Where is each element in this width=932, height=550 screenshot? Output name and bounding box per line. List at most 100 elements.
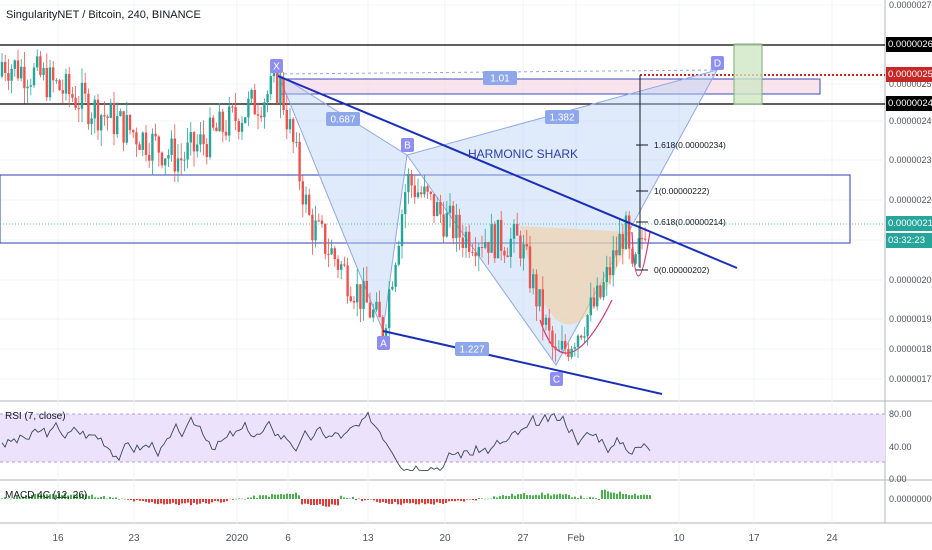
macd-bar [415, 499, 417, 505]
macd-bar [97, 497, 99, 499]
macd-bar [496, 497, 498, 499]
macd-bar [502, 495, 504, 499]
candle-body [292, 119, 295, 142]
y-tick-label: 0.00000250 [889, 79, 932, 89]
macd-bar [397, 499, 399, 505]
candle-body [288, 119, 292, 130]
macd-bar [304, 499, 306, 504]
macd-bar [157, 499, 159, 505]
macd-bar [565, 493, 567, 499]
candle-body [458, 214, 461, 238]
candle-body [260, 115, 263, 118]
price-tag: 03:32:23 [886, 233, 932, 248]
candle-body [224, 131, 228, 136]
macd-bar [625, 494, 627, 499]
candle-body [141, 132, 144, 150]
candle-body [301, 181, 304, 205]
macd-bar [418, 499, 420, 505]
candle-body [263, 102, 266, 118]
candle-body [336, 259, 340, 270]
macd-bar [241, 498, 243, 500]
macd-bar [265, 495, 267, 499]
candle-body [445, 212, 448, 237]
candle-body [234, 107, 237, 122]
macd-bar [37, 493, 39, 499]
y-tick-label: 0.00000240 [889, 116, 932, 126]
macd-bar [19, 497, 21, 499]
lower-trendline [382, 330, 663, 395]
candle-body [340, 264, 343, 270]
candle-body [87, 93, 90, 125]
candle-body [180, 158, 183, 161]
candle-body [138, 144, 141, 150]
macd-bar [70, 494, 72, 499]
candle-body [605, 267, 608, 283]
candle-body [320, 220, 324, 225]
macd-bar [520, 494, 522, 499]
macd-bar [4, 497, 6, 499]
candle-body [407, 173, 410, 193]
candle-body [282, 77, 285, 110]
macd-bar [55, 494, 57, 499]
candle-body [154, 133, 157, 137]
candle-body [100, 115, 103, 131]
macd-bar [40, 494, 42, 499]
candle-body [394, 264, 397, 287]
ratio-bg [483, 71, 517, 85]
macd-bar [421, 499, 423, 503]
macd-bar [226, 499, 228, 502]
macd-bar [145, 499, 147, 502]
candle-body [573, 347, 576, 349]
candle-body [10, 68, 13, 81]
candle-body [164, 158, 167, 166]
macd-bar [130, 499, 132, 500]
macd-bar [547, 493, 549, 499]
ratio-bg [455, 342, 489, 356]
x-tick-label: 17 [748, 533, 760, 544]
candle-body [432, 193, 436, 217]
macd-bar [376, 499, 378, 502]
macd-bar [79, 494, 81, 499]
candle-body [634, 254, 637, 264]
macd-bar [535, 494, 537, 499]
macd-bar [526, 495, 528, 499]
macd-bar [310, 499, 312, 505]
macd-bar [328, 499, 330, 507]
candle-body [516, 223, 519, 236]
candle-body [71, 94, 74, 98]
candle-body [346, 265, 349, 297]
candle-body [272, 71, 276, 77]
candle-body [519, 235, 522, 259]
candle-body [122, 111, 125, 143]
macd-bar [571, 497, 573, 499]
candle-body [23, 66, 26, 89]
macd-bar [610, 492, 612, 499]
candle-body [32, 67, 36, 86]
macd-bar [337, 499, 339, 506]
macd-bar [307, 499, 309, 505]
rsi-line [1, 411, 651, 472]
macd-bar [433, 499, 435, 505]
candle-body [84, 82, 87, 94]
macd-bar [505, 495, 507, 499]
candle-body [541, 289, 544, 325]
macd-bar [214, 499, 216, 501]
macd-bar [52, 493, 54, 499]
macd-bar [352, 496, 354, 499]
candle-body [7, 72, 10, 81]
candle-body [330, 248, 333, 255]
candle-body [109, 102, 112, 118]
macd-bar [277, 494, 279, 499]
candle-body [80, 82, 84, 109]
candle-body [250, 90, 253, 99]
macd-bar [28, 496, 30, 499]
x-tick-label: Feb [567, 533, 585, 544]
rsi-band [0, 414, 885, 462]
macd-bar [82, 494, 84, 499]
macd-bar [13, 498, 15, 499]
macd-bar [16, 496, 18, 499]
rsi-tick: 80.00 [889, 409, 912, 419]
macd-bar [442, 499, 444, 504]
candle-body [525, 244, 528, 247]
macd-bar [490, 498, 492, 500]
